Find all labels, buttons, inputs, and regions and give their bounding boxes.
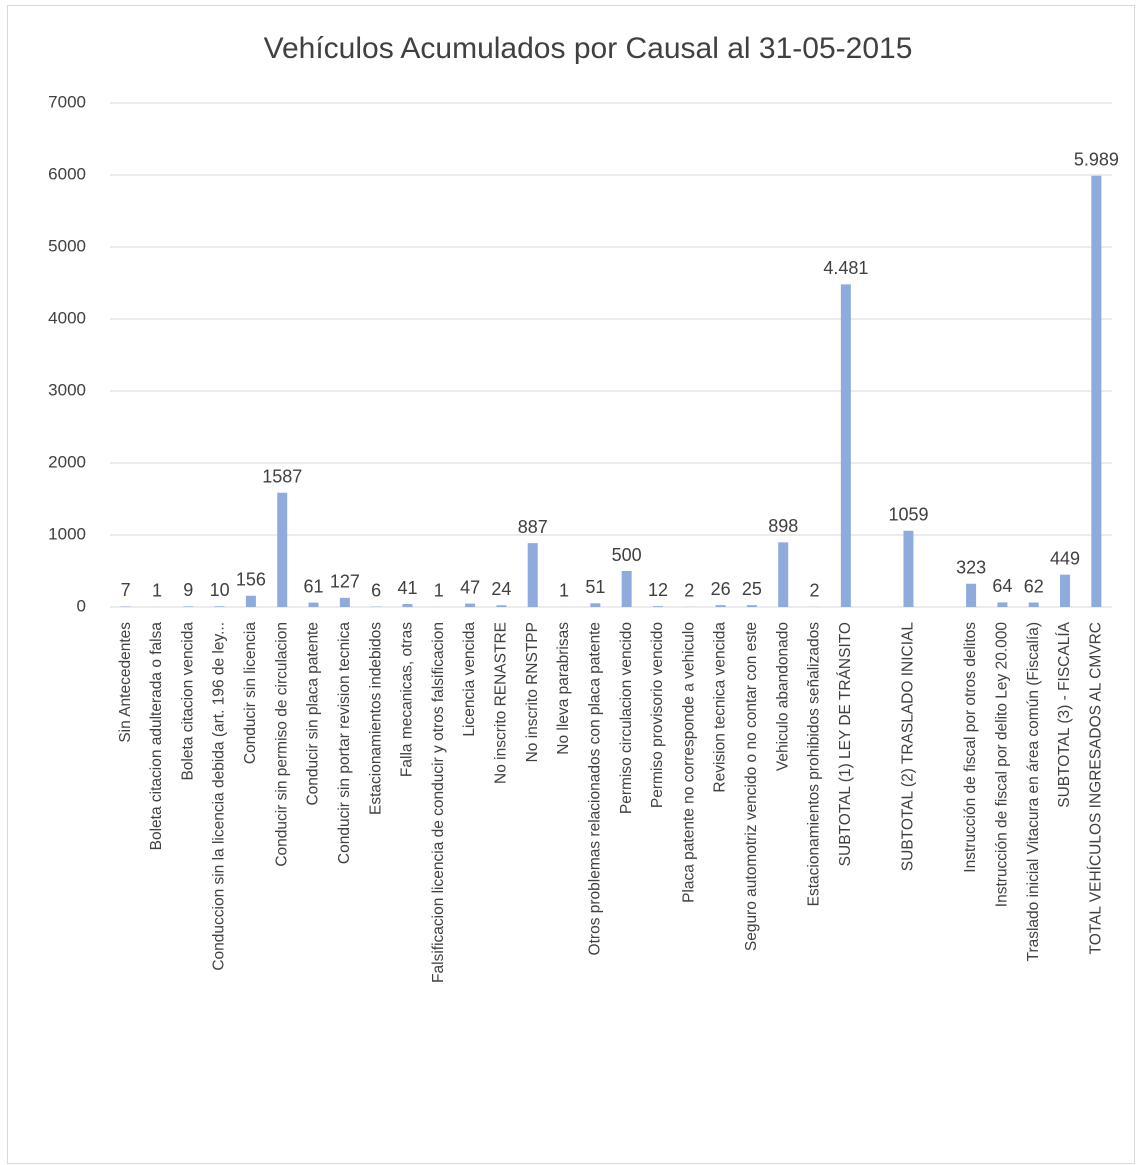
value-label: 127 xyxy=(330,572,360,592)
bar xyxy=(746,605,757,607)
bar xyxy=(966,583,977,607)
x-tick-label: Otros problemas relacionados con placa p… xyxy=(586,622,603,955)
x-tick-label: Estacionamientos prohibidos señalizados xyxy=(806,622,823,907)
value-label: 1 xyxy=(559,581,569,601)
y-tick-label: 7000 xyxy=(48,92,86,111)
value-label: 61 xyxy=(304,576,324,596)
value-label: 2 xyxy=(684,581,694,601)
value-label: 26 xyxy=(711,579,731,599)
bar xyxy=(840,284,851,607)
x-tick-label: Revision tecnica vencida xyxy=(712,622,729,793)
value-label: 2 xyxy=(810,581,820,601)
bar xyxy=(465,603,476,607)
y-tick-label: 0 xyxy=(77,596,86,615)
value-label: 12 xyxy=(648,580,668,600)
x-tick-label: Placa patente no corresponde a vehiculo xyxy=(680,622,697,903)
value-label: 62 xyxy=(1024,576,1044,596)
chart-title: Vehículos Acumulados por Causal al 31-05… xyxy=(264,32,913,65)
x-tick-label: Conducir sin licencia xyxy=(242,622,259,765)
value-label: 47 xyxy=(460,577,480,597)
bar xyxy=(308,602,319,607)
bar xyxy=(903,530,914,607)
x-tick-label: Sin Antecedentes xyxy=(117,622,134,743)
value-label: 1059 xyxy=(888,505,928,525)
y-tick-label: 5000 xyxy=(48,236,86,255)
value-label: 10 xyxy=(210,580,230,600)
x-tick-label: Estacionamientos indebidos xyxy=(367,622,384,815)
y-tick-label: 1000 xyxy=(48,524,86,543)
y-tick-label: 4000 xyxy=(48,308,86,327)
value-label: 25 xyxy=(742,579,762,599)
value-label: 5.989 xyxy=(1074,150,1119,170)
value-label: 887 xyxy=(518,517,548,537)
value-label: 500 xyxy=(612,545,642,565)
bar xyxy=(402,604,413,607)
value-label: 6 xyxy=(371,580,381,600)
bar xyxy=(997,602,1008,607)
x-tick-label: Boleta citacion vencida xyxy=(179,622,196,781)
value-label: 64 xyxy=(992,576,1012,596)
bar xyxy=(652,606,663,607)
bar xyxy=(527,543,538,607)
x-tick-label: TOTAL VEHÍCULOS INGRESADOS AL CMVRC xyxy=(1087,622,1104,954)
bar xyxy=(778,542,789,607)
bar xyxy=(277,492,288,607)
value-label: 9 xyxy=(183,580,193,600)
x-tick-label: Instrucción de fiscal por otros delitos xyxy=(962,622,979,873)
bar xyxy=(496,605,507,607)
bar xyxy=(183,606,194,607)
y-tick-label: 6000 xyxy=(48,164,86,183)
value-label: 1 xyxy=(434,581,444,601)
bar xyxy=(590,603,601,607)
value-label: 41 xyxy=(397,578,417,598)
x-tick-label: Permiso provisorio vencido xyxy=(649,622,666,808)
x-tick-label: No inscrito RENASTRE xyxy=(493,622,510,784)
x-tick-label: Boleta citacion adulterada o falsa xyxy=(148,622,165,851)
value-label: 156 xyxy=(236,570,266,590)
bar xyxy=(1091,175,1102,608)
value-label: 1 xyxy=(152,581,162,601)
x-tick-label: Falla mecanicas, otras xyxy=(399,622,416,777)
value-label: 7 xyxy=(121,580,131,600)
value-label: 4.481 xyxy=(823,258,868,278)
bar xyxy=(1060,574,1071,607)
y-tick-label: 3000 xyxy=(48,380,86,399)
bar xyxy=(120,606,131,607)
x-tick-label: SUBTOTAL (3) - FISCALÍA xyxy=(1056,621,1073,807)
x-tick-label: Falsificacion licencia de conducir y otr… xyxy=(430,622,447,983)
bar xyxy=(1028,602,1039,607)
x-tick-label: Permiso circulacion vencido xyxy=(618,622,635,814)
y-tick-label: 2000 xyxy=(48,452,86,471)
x-tick-label: SUBTOTAL (1) LEY DE TRÁNSITO xyxy=(837,622,854,866)
x-tick-label: Vehiculo abandonado xyxy=(774,622,791,771)
value-label: 449 xyxy=(1050,548,1080,568)
bar xyxy=(245,595,256,607)
value-label: 1587 xyxy=(262,466,302,486)
value-label: 24 xyxy=(491,579,511,599)
x-tick-label: Seguro automotriz vencido o no contar co… xyxy=(743,622,760,951)
x-tick-label: Conduccion sin la licencia debida (art. … xyxy=(211,622,228,971)
x-tick-label: No inscrito RNSTPP xyxy=(524,622,541,762)
value-label: 51 xyxy=(585,577,605,597)
chart-frame xyxy=(7,5,1135,1164)
bar xyxy=(621,571,632,607)
x-tick-label: Traslado inicial Vitacura en área común … xyxy=(1025,622,1042,961)
x-tick-label: Conducir sin permiso de circulacion xyxy=(273,622,290,867)
bar xyxy=(214,606,225,607)
x-tick-label: Instrucción de fiscal por delito Ley 20.… xyxy=(994,622,1011,908)
bar xyxy=(715,605,726,607)
x-tick-label: No lleva parabrisas xyxy=(555,622,572,755)
bar xyxy=(339,597,350,607)
x-tick-label: Licencia vencida xyxy=(461,622,478,737)
x-tick-label: Conducir sin portar revision tecnica xyxy=(336,622,353,864)
value-label: 898 xyxy=(768,516,798,536)
x-tick-label: Conducir sin placa patente xyxy=(305,622,322,806)
x-tick-label: SUBTOTAL (2) TRASLADO INICIAL xyxy=(900,622,917,872)
value-label: 323 xyxy=(956,557,986,577)
